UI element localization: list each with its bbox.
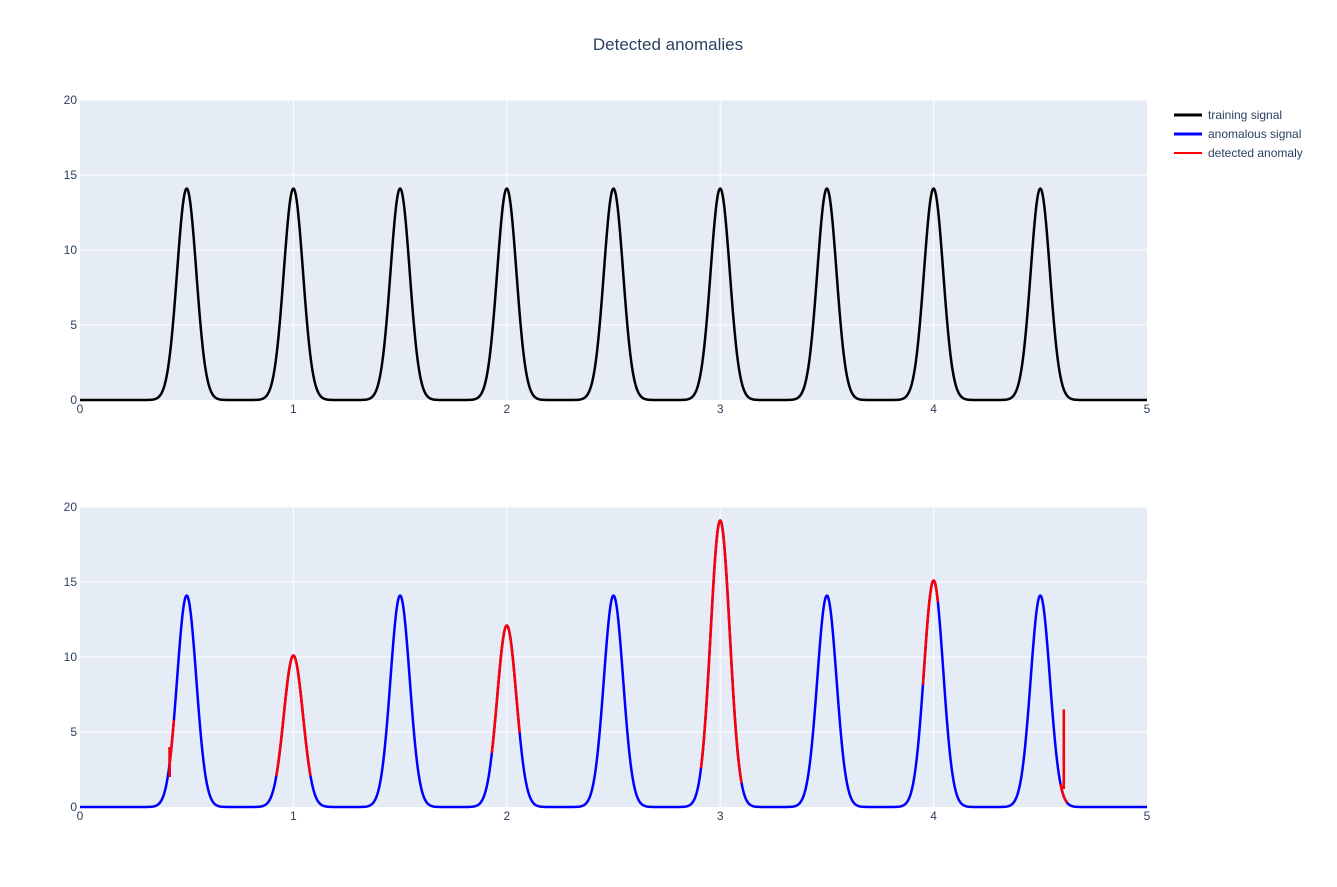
y-tick-label: 15 bbox=[64, 168, 78, 182]
x-tick-label: 1 bbox=[290, 402, 297, 416]
detected-anomaly-segment bbox=[490, 624, 521, 754]
legend-label: anomalous signal bbox=[1208, 127, 1301, 141]
detected-anomaly-segment bbox=[1059, 783, 1069, 804]
detected-anomaly-segment bbox=[275, 654, 312, 777]
y-tick-label: 15 bbox=[64, 575, 78, 589]
subplot-1: 0 5 10 15 20 0 1 2 3 4 5 bbox=[64, 93, 1151, 416]
series-line-anomalous-signal bbox=[79, 519, 1148, 809]
y-tick-label: 5 bbox=[70, 318, 77, 332]
legend-item[interactable]: anomalous signal bbox=[1174, 127, 1301, 141]
y-tick-label: 0 bbox=[70, 393, 77, 407]
legend-label: training signal bbox=[1208, 108, 1282, 122]
legend-item[interactable]: training signal bbox=[1174, 108, 1282, 122]
y-tick-label: 10 bbox=[64, 243, 78, 257]
x-tick-label: 4 bbox=[930, 809, 937, 823]
x-tick-label: 2 bbox=[503, 809, 510, 823]
y-tick-label: 20 bbox=[64, 93, 78, 107]
x-tick-label: 5 bbox=[1144, 402, 1151, 416]
x-tick-label: 0 bbox=[77, 402, 84, 416]
x-tick-label: 4 bbox=[930, 402, 937, 416]
detected-anomaly-segment bbox=[921, 579, 940, 685]
y-tick-label: 20 bbox=[64, 500, 78, 514]
x-tick-label: 3 bbox=[717, 809, 724, 823]
x-tick-label: 5 bbox=[1144, 809, 1151, 823]
detected-anomaly-segment bbox=[699, 519, 743, 783]
x-tick-label: 1 bbox=[290, 809, 297, 823]
y-tick-label: 0 bbox=[70, 800, 77, 814]
series-line-training-signal bbox=[79, 187, 1148, 402]
legend-item[interactable]: detected anomaly bbox=[1174, 146, 1303, 160]
legend[interactable]: training signal anomalous signal detected … bbox=[1174, 108, 1303, 160]
subplot-2: 0 5 10 15 20 0 1 2 3 4 5 bbox=[64, 500, 1151, 823]
x-tick-label: 2 bbox=[503, 402, 510, 416]
y-tick-label: 5 bbox=[70, 725, 77, 739]
y-tick-label: 10 bbox=[64, 650, 78, 664]
x-tick-label: 3 bbox=[717, 402, 724, 416]
chart-title: Detected anomalies bbox=[593, 35, 743, 54]
x-tick-label: 0 bbox=[77, 809, 84, 823]
legend-label: detected anomaly bbox=[1208, 146, 1303, 160]
